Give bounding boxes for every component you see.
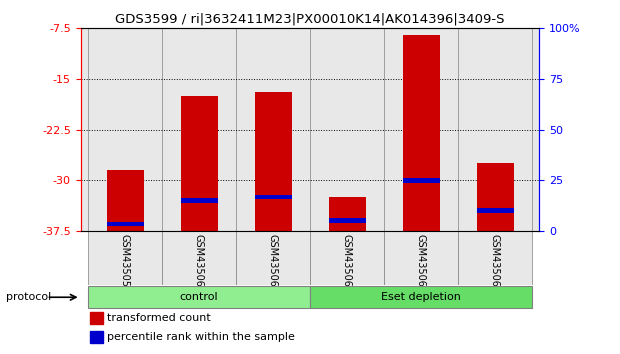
Text: GSM435059: GSM435059 <box>120 234 130 293</box>
Text: transformed count: transformed count <box>107 313 211 323</box>
Title: GDS3599 / ri|3632411M23|PX00010K14|AK014396|3409-S: GDS3599 / ri|3632411M23|PX00010K14|AK014… <box>115 13 505 26</box>
Bar <box>402 35 440 231</box>
Bar <box>236 231 310 285</box>
Text: protocol: protocol <box>6 292 51 302</box>
Text: GSM435062: GSM435062 <box>342 234 352 293</box>
Bar <box>107 222 143 227</box>
Text: GSM435064: GSM435064 <box>490 234 500 292</box>
Bar <box>88 286 310 308</box>
Bar <box>180 198 218 203</box>
Bar <box>254 92 291 231</box>
Text: Eset depletion: Eset depletion <box>381 292 461 302</box>
Text: percentile rank within the sample: percentile rank within the sample <box>107 332 295 342</box>
Bar <box>254 195 291 199</box>
Bar <box>310 231 384 285</box>
Bar <box>162 231 236 285</box>
Bar <box>477 163 513 231</box>
Bar <box>310 286 532 308</box>
Text: GSM435063: GSM435063 <box>416 234 426 292</box>
Bar <box>180 96 218 231</box>
Bar <box>477 208 513 213</box>
Bar <box>402 178 440 183</box>
Text: GSM435061: GSM435061 <box>268 234 278 292</box>
Bar <box>88 231 162 285</box>
Bar <box>458 231 532 285</box>
Bar <box>384 231 458 285</box>
Bar <box>107 170 143 231</box>
Text: GSM435060: GSM435060 <box>194 234 204 292</box>
Bar <box>90 312 103 324</box>
Bar <box>329 197 366 231</box>
Bar <box>329 218 366 223</box>
Bar <box>90 331 103 343</box>
Text: control: control <box>180 292 218 302</box>
